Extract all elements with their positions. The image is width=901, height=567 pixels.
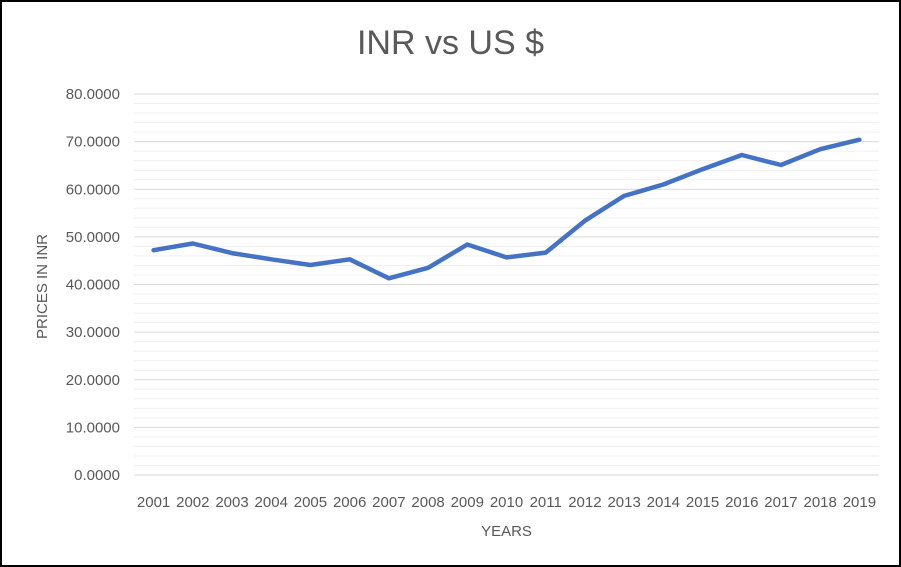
x-tick-label: 2012 [568, 494, 601, 511]
y-tick-label: 10.0000 [66, 419, 120, 436]
x-tick-label: 2002 [176, 494, 209, 511]
x-tick-label: 2004 [255, 494, 288, 511]
x-tick-label: 2006 [333, 494, 366, 511]
y-tick-label: 0.0000 [74, 467, 120, 484]
x-tick-label: 2008 [411, 494, 444, 511]
x-tick-label: 2003 [215, 494, 248, 511]
y-axis-title: PRICES IN INR [34, 234, 51, 339]
y-tick-label: 20.0000 [66, 372, 120, 389]
x-tick-label: 2014 [647, 494, 680, 511]
series-line [151, 137, 862, 281]
x-tick-label: 2010 [490, 494, 523, 511]
y-tick-label: 80.0000 [66, 86, 120, 103]
x-axis-title: YEARS [481, 523, 532, 540]
y-tick-label: 60.0000 [66, 181, 120, 198]
x-tick-label: 2013 [607, 494, 640, 511]
x-tick-label: 2019 [843, 494, 876, 511]
x-tick-label: 2009 [451, 494, 484, 511]
chart-title: INR vs US $ [356, 24, 545, 62]
series-layer [151, 137, 862, 281]
x-tick-label: 2016 [725, 494, 758, 511]
y-tick-label: 70.0000 [66, 134, 120, 151]
y-tick-label: 40.0000 [66, 277, 120, 294]
x-tick-label: 2017 [764, 494, 797, 511]
x-tick-label: 2015 [686, 494, 719, 511]
x-axis-tick-labels: 2001 2002 2003 2004 2005 2006 2007 2008 2009 2010… [137, 494, 876, 511]
y-tick-label: 50.0000 [66, 229, 120, 246]
gridlines [134, 93, 879, 476]
x-tick-label: 2005 [294, 494, 327, 511]
x-tick-label: 2011 [530, 494, 562, 511]
y-tick-label: 30.0000 [66, 324, 120, 341]
x-tick-label: 2018 [803, 494, 836, 511]
x-tick-label: 2001 [137, 494, 170, 511]
y-axis-tick-labels: 0.0000 10.0000 20.0000 30.0000 40.0000 50.000… [66, 86, 120, 484]
x-tick-label: 2007 [372, 494, 405, 511]
